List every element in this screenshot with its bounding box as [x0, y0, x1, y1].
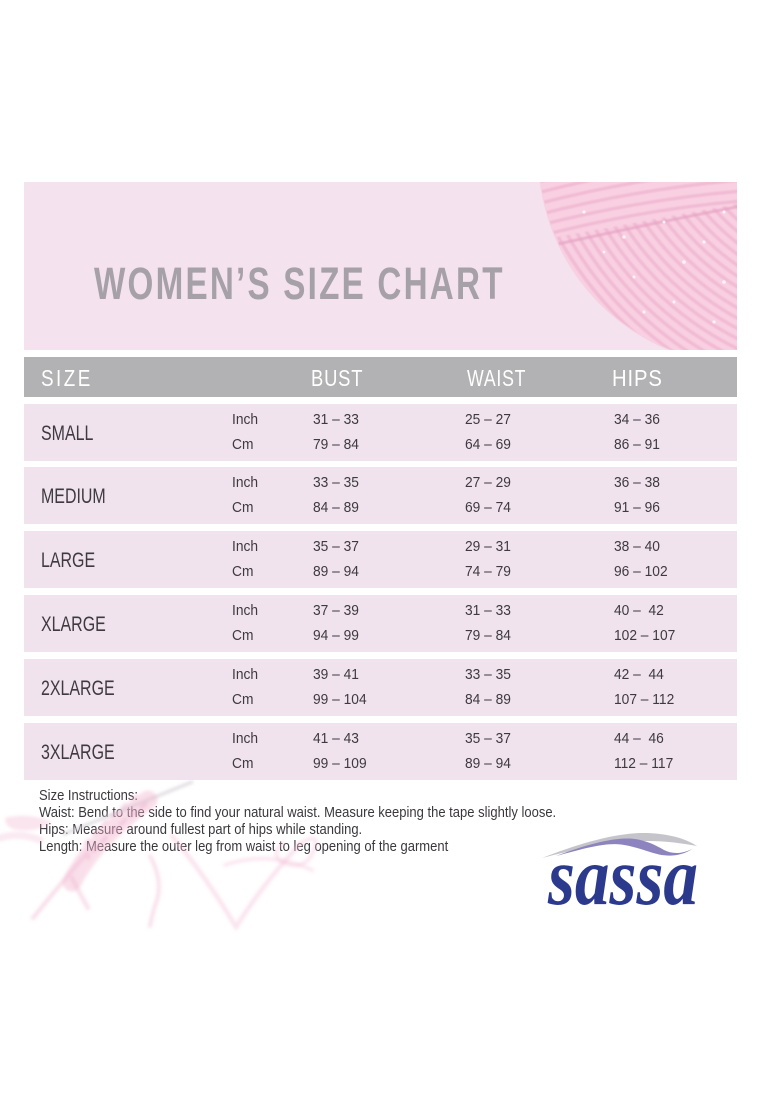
svg-text:sassa: sassa: [547, 830, 698, 920]
